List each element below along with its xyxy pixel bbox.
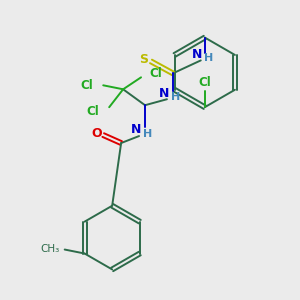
Text: H: H — [143, 129, 153, 139]
Text: H: H — [171, 92, 181, 102]
Text: N: N — [192, 48, 202, 61]
Text: CH₃: CH₃ — [40, 244, 60, 254]
Text: Cl: Cl — [198, 76, 211, 89]
Text: N: N — [131, 123, 141, 136]
Text: S: S — [140, 53, 148, 66]
Text: H: H — [204, 53, 213, 63]
Text: O: O — [91, 127, 102, 140]
Text: N: N — [159, 87, 169, 100]
Text: Cl: Cl — [149, 67, 162, 80]
Text: Cl: Cl — [86, 105, 99, 118]
Text: Cl: Cl — [80, 79, 93, 92]
